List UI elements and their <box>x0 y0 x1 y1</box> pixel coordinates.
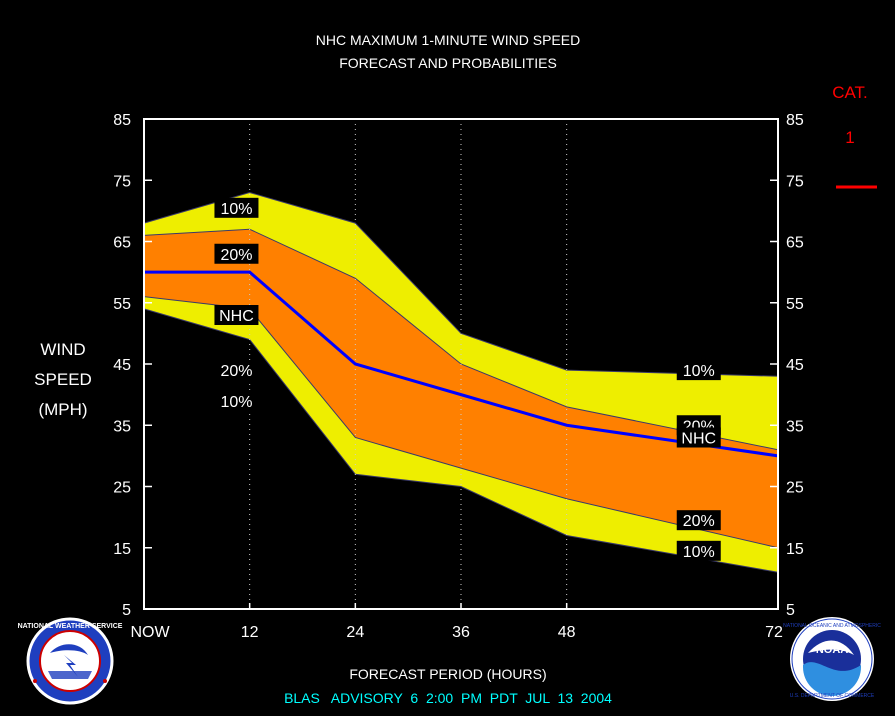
band-label-7: NHC <box>676 427 721 448</box>
xtick-label-24: 24 <box>346 624 364 641</box>
band-label-text-2: NHC <box>219 308 254 325</box>
band-20-percent <box>144 229 778 548</box>
ytick-label-right-85: 85 <box>786 112 804 129</box>
band-label-4: 10% <box>214 390 259 411</box>
svg-text:NATIONAL WEATHER SERVICE: NATIONAL WEATHER SERVICE <box>18 623 123 630</box>
band-label-9: 10% <box>676 540 721 561</box>
band-label-5: 10% <box>676 360 721 381</box>
svg-text:NATIONAL OCEANIC AND ATMOSPHER: NATIONAL OCEANIC AND ATMOSPHERIC <box>783 623 881 629</box>
xtick-label-36: 36 <box>452 624 470 641</box>
xtick-label-0: NOW <box>130 624 170 641</box>
ylabel-line-1: WIND <box>40 340 85 359</box>
band-label-text-4: 10% <box>220 394 252 411</box>
band-label-text-8: 20% <box>683 513 715 530</box>
band-label-text-7: NHC <box>681 431 716 448</box>
band-label-3: 20% <box>214 360 259 381</box>
ytick-label-right-25: 25 <box>786 480 804 497</box>
ytick-label-left-5: 5 <box>122 602 131 619</box>
ytick-label-right-5: 5 <box>786 602 795 619</box>
ytick-label-left-85: 85 <box>113 112 131 129</box>
ytick-label-left-75: 75 <box>113 173 131 190</box>
chart-title: NHC MAXIMUM 1-MINUTE WIND SPEED <box>316 32 580 48</box>
band-label-text-1: 20% <box>220 247 252 264</box>
nhc-line <box>144 270 779 458</box>
probability-bands <box>143 191 779 573</box>
ytick-label-left-65: 65 <box>113 235 131 252</box>
svg-text:U.S. DEPARTMENT OF COMMERCE: U.S. DEPARTMENT OF COMMERCE <box>790 693 875 699</box>
ytick-label-left-55: 55 <box>113 296 131 313</box>
xtick-label-48: 48 <box>558 624 576 641</box>
band-label-text-5: 10% <box>683 363 715 380</box>
band-label-text-3: 20% <box>220 363 252 380</box>
band-label-8: 20% <box>676 510 721 531</box>
ytick-label-left-35: 35 <box>113 418 131 435</box>
ytick-label-right-65: 65 <box>786 235 804 252</box>
noaa-logo: NOAA NATIONAL OCEANIC AND ATMOSPHERIC U.… <box>783 617 881 701</box>
ylabel-line-3: (MPH) <box>38 400 87 419</box>
band-edge-2 <box>143 228 779 451</box>
ytick-label-right-15: 15 <box>786 541 804 558</box>
category-value: 1 <box>845 128 854 147</box>
chart-subtitle: FORECAST AND PROBABILITIES <box>339 55 557 71</box>
xtick-label-12: 12 <box>241 624 259 641</box>
band-edge-0 <box>143 191 779 377</box>
nhc-forecast-line <box>144 270 779 458</box>
ytick-label-left-25: 25 <box>113 480 131 497</box>
band-label-1: 20% <box>214 243 259 264</box>
ytick-label-right-75: 75 <box>786 173 804 190</box>
ytick-label-left-15: 15 <box>113 541 131 558</box>
ylabel-line-2: SPEED <box>34 370 92 389</box>
band-label-2: NHC <box>214 305 259 325</box>
nws-logo: NATIONAL WEATHER SERVICE <box>18 617 123 705</box>
ytick-label-right-35: 35 <box>786 418 804 435</box>
advisory-line: BLAS ADVISORY 6 2:00 PM PDT JUL 13 2004 <box>284 690 612 706</box>
xtick-label-72: 72 <box>765 624 783 641</box>
category-label: CAT. <box>832 83 868 102</box>
xlabel: FORECAST PERIOD (HOURS) <box>349 666 546 682</box>
ytick-label-right-45: 45 <box>786 357 804 374</box>
ytick-label-right-55: 55 <box>786 296 804 313</box>
band-edge-1 <box>143 308 779 573</box>
band-label-text-9: 10% <box>683 544 715 561</box>
ytick-label-left-45: 45 <box>113 357 131 374</box>
band-label-text-0: 10% <box>220 201 252 218</box>
svg-text:NOAA: NOAA <box>816 644 848 656</box>
band-label-0: 10% <box>214 197 259 218</box>
